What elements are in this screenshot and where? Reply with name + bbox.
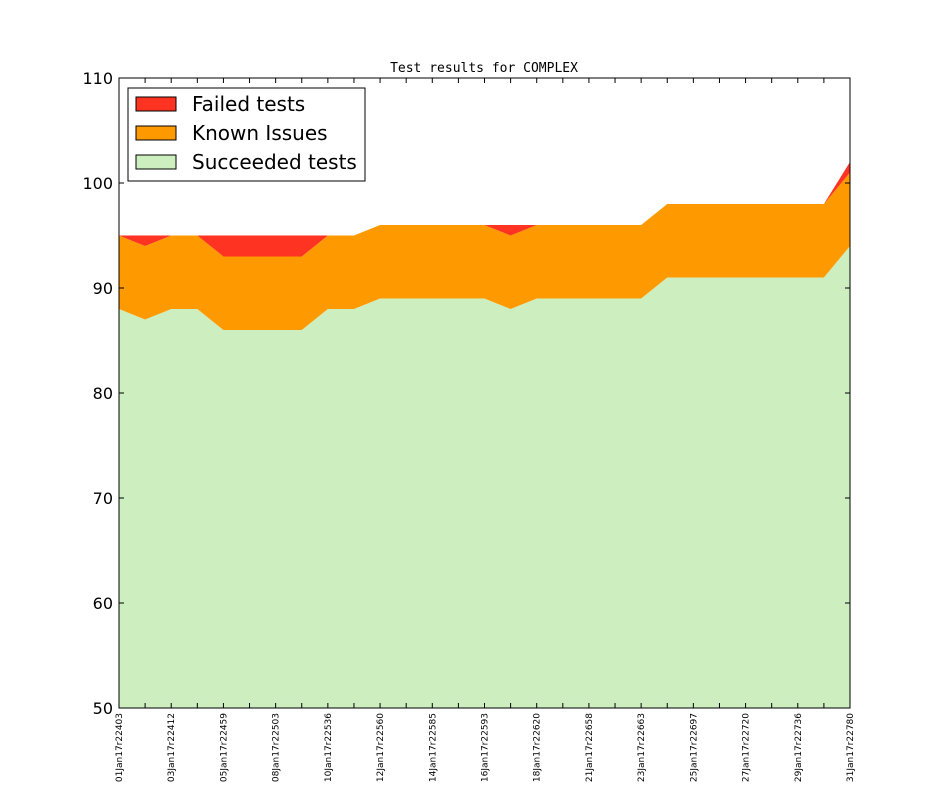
x-axis: 01Jan17r22403 03Jan17r22412 05Jan17r22459 0… [115, 78, 856, 782]
y-tick-label: 60 [93, 594, 113, 613]
y-tick-label: 90 [93, 279, 113, 298]
legend-swatch [135, 154, 177, 170]
legend-label: Succeeded tests [192, 150, 357, 174]
legend-swatch [135, 125, 177, 141]
x-tick-label: 29Jan17r22736 [794, 713, 804, 782]
y-tick-label: 50 [93, 699, 113, 718]
chart-title: Test results for COMPLEX [390, 61, 578, 76]
area-series-group [119, 162, 850, 708]
legend: Failed tests Known Issues Succeeded tests [127, 87, 366, 182]
x-tick-label: 18Jan17r22620 [533, 713, 543, 782]
x-tick-label: 03Jan17r22412 [167, 713, 177, 782]
x-tick-label: 27Jan17r22720 [742, 713, 752, 782]
x-tick-label: 23Jan17r22663 [637, 713, 647, 782]
x-tick-label: 31Jan17r22780 [846, 713, 856, 782]
legend-label: Known Issues [192, 121, 328, 145]
x-tick-label: 10Jan17r22536 [324, 713, 334, 782]
legend-swatch [135, 96, 177, 112]
area-known-issues [119, 172, 850, 330]
x-tick-label: 25Jan17r22697 [689, 713, 699, 782]
y-tick-label: 100 [82, 174, 113, 193]
y-axis: 50 60 70 80 90 100 110 [82, 69, 850, 718]
y-tick-label: 80 [93, 384, 113, 403]
x-tick-label: 08Jan17r22503 [272, 713, 282, 782]
x-tick-label: 14Jan17r22585 [428, 713, 438, 782]
x-tick-label: 16Jan17r22593 [481, 713, 491, 782]
x-tick-label: 05Jan17r22459 [219, 713, 229, 782]
y-tick-label: 70 [93, 489, 113, 508]
x-tick-label: 21Jan17r22658 [585, 713, 595, 782]
legend-label: Failed tests [192, 92, 305, 116]
x-tick-label: 12Jan17r22560 [376, 713, 386, 782]
x-tick-label: 01Jan17r22403 [115, 713, 125, 782]
y-tick-label: 110 [82, 69, 113, 88]
area-succeeded-tests [119, 246, 850, 708]
